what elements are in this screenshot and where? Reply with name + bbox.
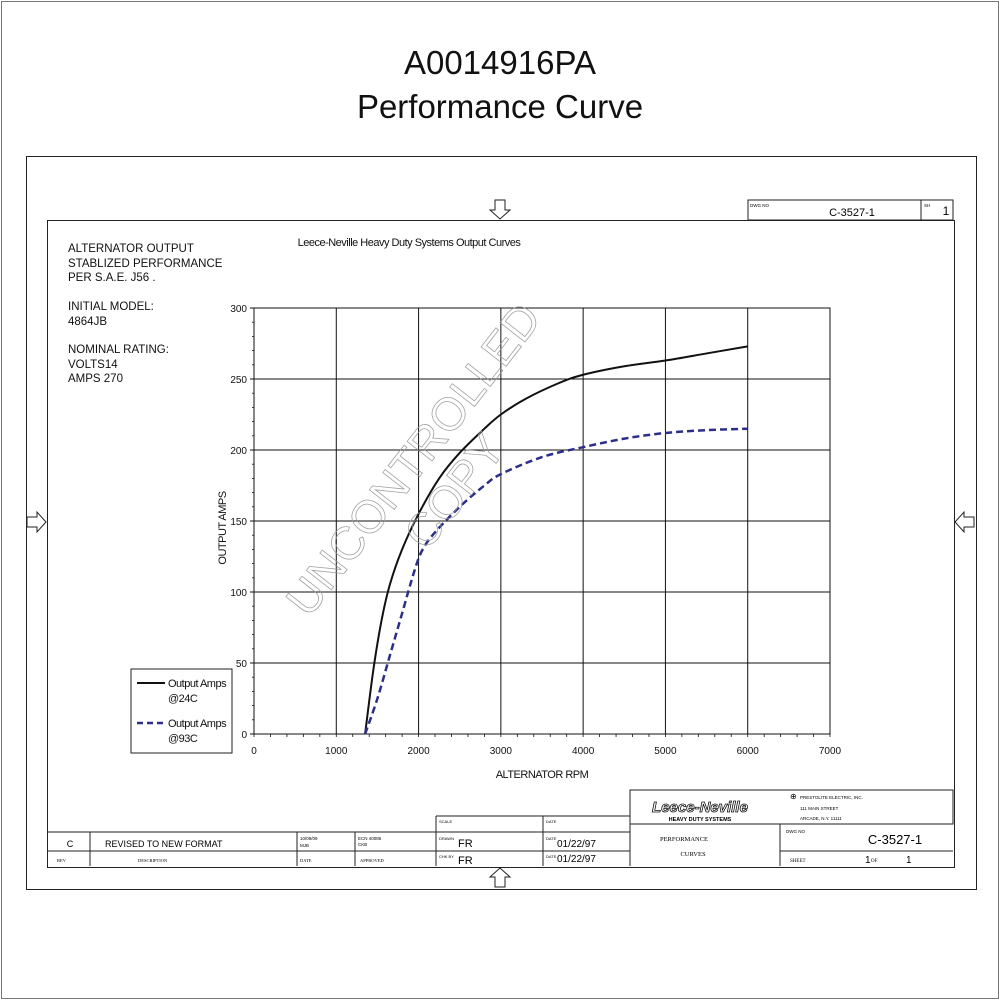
revision-letter: C (67, 839, 74, 849)
chart-ticks: 0 1000 2000 3000 4000 5000 6000 7000 0 50 100 150 20… (230, 304, 841, 757)
y-tick-label: 150 (230, 517, 247, 528)
sheet-total: 1 (906, 855, 912, 866)
amps-value: AMPS 270 (68, 373, 123, 385)
output-note-line2: STABLIZED PERFORMANCE (68, 257, 223, 270)
series-line-2 (363, 427, 748, 735)
x-tick-label: 2000 (407, 746, 430, 757)
y-tick-label: 300 (230, 304, 247, 315)
volts-value: VOLTS14 (68, 358, 118, 371)
x-axis-label: ALTERNATOR RPM (496, 769, 589, 781)
top-drawing-number: C-3527-1 (829, 207, 875, 219)
company-line3: ARCADE, N.Y. 11111 (800, 816, 842, 821)
top-title-box (747, 199, 954, 221)
page-title: A0014916PA (403, 44, 597, 81)
sheet-label: SHEET (790, 859, 806, 864)
x-tick-label: 6000 (737, 746, 760, 757)
checked-date: 01/22/97 (557, 854, 596, 865)
checked-by: FR (458, 855, 473, 867)
rating-label: NOMINAL RATING: (68, 344, 169, 356)
chart-series (363, 345, 748, 735)
output-notes: ALTERNATOR OUTPUT STABLIZED PERFORMANCE … (68, 242, 222, 286)
legend-entry-93c: Output Amps (168, 718, 227, 730)
output-note-line1: ALTERNATOR OUTPUT (68, 243, 194, 255)
chart-legend: Output Amps @24C Output Amps @93C (130, 668, 233, 754)
top-dwg-label: DWG NO (750, 203, 769, 208)
legend-entry-93c-temp: @93C (168, 733, 198, 745)
label-checked: CHK BY (439, 854, 454, 859)
y-tick-label: 100 (230, 588, 247, 599)
dwg-no-label: DWG NO (786, 829, 805, 834)
x-tick-label: 1000 (325, 746, 348, 757)
drawing-inner-frame (47, 220, 955, 868)
model-label: INITIAL MODEL: (68, 301, 154, 313)
left-arrow-icon (26, 510, 47, 534)
model-notes: INITIAL MODEL: 4864JB (68, 300, 154, 329)
legend-entry-24c: Output Amps (168, 678, 227, 690)
drawing-title-line2: CURVES (680, 851, 706, 858)
series-line-1 (364, 345, 748, 735)
drawn-by: FR (458, 838, 473, 850)
x-tick-label: 4000 (572, 746, 595, 757)
top-sheet-label: SH (924, 203, 930, 208)
right-arrow-icon (954, 510, 975, 534)
label-scale: SCALE (439, 819, 452, 824)
y-tick-label: 250 (230, 375, 247, 386)
revision-ecn2: CKB (358, 842, 367, 847)
label-drawn: DRAWN (439, 836, 454, 841)
x-tick-label: 5000 (654, 746, 677, 757)
revision-ecn: ECN 40086 (358, 836, 382, 841)
description-column-header: DESCRIPTION (138, 858, 168, 863)
rating-notes: NOMINAL RATING: VOLTS14 AMPS 270 (68, 343, 169, 387)
label-date2: DATE (546, 836, 557, 841)
company-logo: Leece-Neville (652, 799, 748, 816)
revision-date: 10/09/09 (300, 836, 318, 841)
logo-emblem-icon: ⊕ (790, 792, 797, 801)
drawing-title-line1: PERFORMANCE (660, 836, 708, 843)
chart-title: Leece-Neville Heavy Duty Systems Output … (298, 237, 522, 249)
chart-grid (253, 307, 831, 735)
bottom-arrow-icon (488, 867, 512, 888)
label-date: DATE (546, 819, 557, 824)
sheet-number: 1 (865, 855, 871, 866)
x-tick-label: 7000 (819, 746, 842, 757)
legend-entry-24c-temp: @24C (168, 693, 198, 705)
top-sheet-number: 1 (943, 204, 950, 218)
x-tick-label: 0 (251, 746, 257, 757)
rev-column-header: REV (57, 858, 67, 863)
page-subtitle: Performance Curve (356, 88, 644, 125)
x-tick-label: 3000 (490, 746, 513, 757)
date-column-header: DATE (300, 858, 312, 863)
output-note-line3: PER S.A.E. J56 . (68, 272, 156, 284)
y-axis-label: OUTPUT AMPS (217, 491, 229, 564)
y-tick-label: 200 (230, 446, 247, 457)
sheet-of-label: OF (871, 859, 878, 864)
approved-column-header: APPROVED (360, 858, 385, 863)
drawn-date: 01/22/97 (557, 839, 596, 850)
label-date3: DATE (546, 854, 557, 859)
revision-description: REVISED TO NEW FORMAT (105, 839, 223, 849)
top-arrow-icon (488, 199, 512, 220)
model-value: 4864JB (68, 315, 108, 328)
company-logo-sub: HEAVY DUTY SYSTEMS (669, 817, 732, 823)
drawing-number: C-3527-1 (868, 832, 922, 847)
company-line2: 111 MAIN STREET (800, 806, 839, 811)
company-line1: PRESTOLITE ELECTRIC, INC. (800, 795, 863, 800)
title-block (47, 789, 954, 866)
y-tick-label: 0 (241, 730, 247, 741)
y-tick-label: 50 (236, 659, 248, 670)
revision-by: MJB (300, 843, 309, 848)
